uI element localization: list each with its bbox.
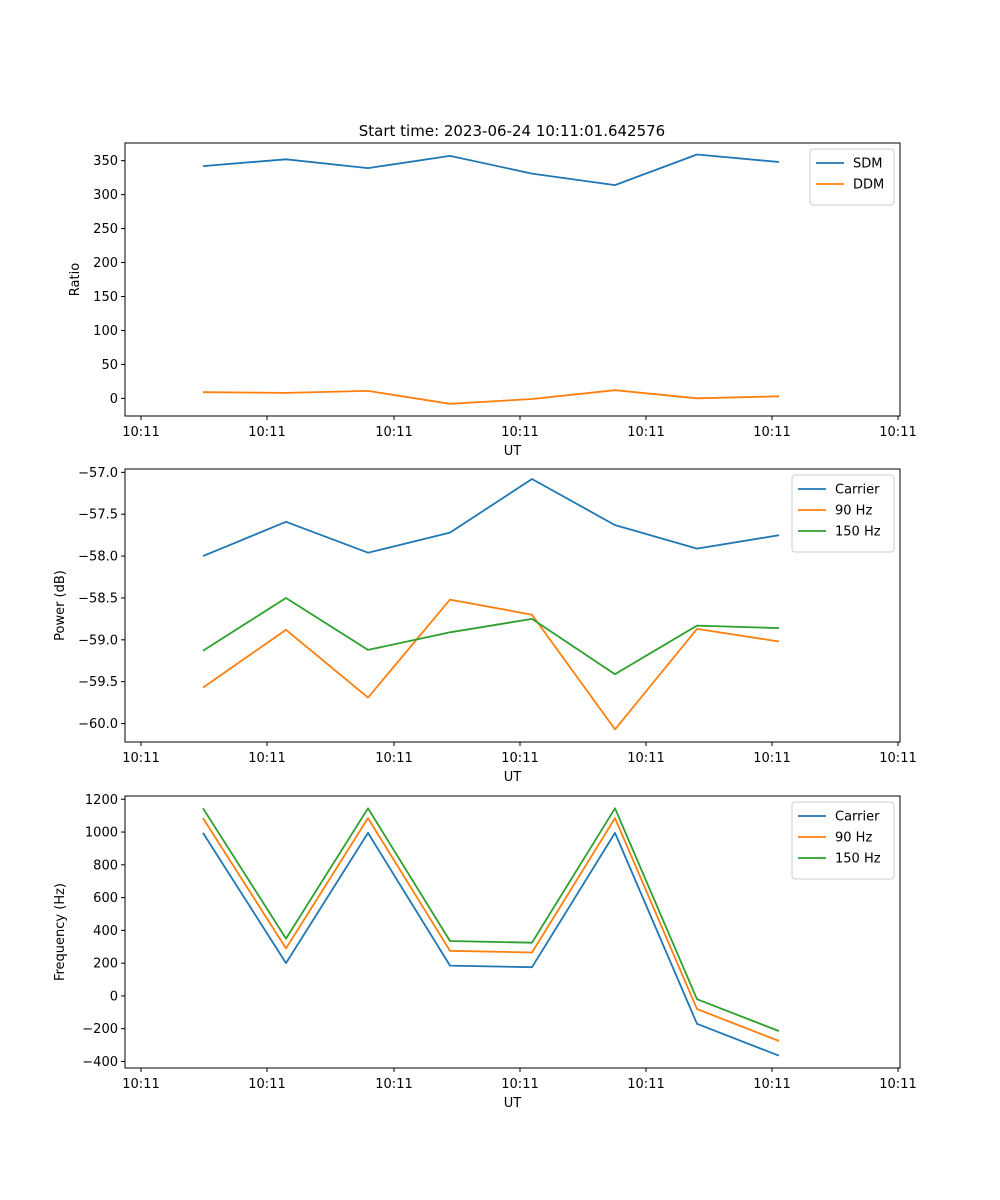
power-x-tick-label: 10:11 [753, 751, 790, 766]
power-x-tick-label: 10:11 [879, 751, 916, 766]
power-y-tick-label: −60.0 [78, 717, 118, 732]
power-legend-frame [791, 474, 895, 553]
frequency-x-tick-label: 10:11 [375, 1077, 412, 1092]
ratio-x-tick-label: 10:11 [753, 425, 790, 440]
power-x-axis-label: UT [504, 770, 522, 785]
frequency-panel: 10:11 10:11 10:11 10:11 10:11 10:11 10:11 −400 −… [53, 793, 917, 1111]
ratio-x-tick-label: 10:11 [627, 425, 664, 440]
power-x-tick-label: 10:11 [375, 751, 412, 766]
frequency-legend-label: 90 Hz [835, 831, 872, 846]
ratio-legend: SDM DDM [809, 148, 895, 206]
frequency-x-tick-label: 10:11 [248, 1077, 285, 1092]
power-x-tick-label: 10:11 [627, 751, 664, 766]
frequency-y-tick-label: 1200 [85, 793, 118, 808]
ratio-y-tick-label: 200 [93, 256, 118, 271]
ratio-axes-frame [124, 142, 901, 417]
power-y-axis-label: Power (dB) [53, 570, 68, 641]
ratio-y-tick-label: 150 [93, 290, 118, 305]
power-series-line-3 [202, 597, 780, 676]
frequency-y-axis-label: Frequency (Hz) [53, 883, 68, 981]
power-x-tick-label: 10:11 [122, 751, 159, 766]
ratio-series-line-2 [202, 389, 780, 405]
frequency-x-axis-label: UT [504, 1096, 522, 1111]
frequency-x-tick-label: 10:11 [122, 1077, 159, 1092]
power-legend-label: 90 Hz [835, 504, 872, 519]
ratio-x-axis-label: UT [504, 444, 522, 459]
ratio-x-tick-label: 10:11 [879, 425, 916, 440]
ratio-y-tick-label: 0 [110, 392, 118, 407]
frequency-series-line-1 [202, 832, 780, 1057]
frequency-axes-frame [124, 795, 901, 1069]
ratio-y-tick-label: 250 [93, 222, 118, 237]
frequency-legend-label: Carrier [835, 810, 880, 825]
ratio-x-tick-label: 10:11 [375, 425, 412, 440]
frequency-y-tick-label: 0 [110, 989, 118, 1004]
ratio-series-line-1 [202, 153, 780, 187]
frequency-x-tick-label: 10:11 [753, 1077, 790, 1092]
frequency-x-tick-label: 10:11 [879, 1077, 916, 1092]
ratio-y-axis-label: Ratio [68, 263, 83, 296]
power-x-tick-label: 10:11 [248, 751, 285, 766]
power-legend-label: Carrier [835, 483, 880, 498]
frequency-y-tick-label: 800 [93, 858, 118, 873]
power-y-tick-label: −57.5 [78, 508, 118, 523]
ratio-x-tick-label: 10:11 [501, 425, 538, 440]
frequency-y-tick-label: 600 [93, 891, 118, 906]
power-y-tick-label: −58.0 [78, 550, 118, 565]
frequency-x-tick-label: 10:11 [501, 1077, 538, 1092]
ratio-y-tick-label: 300 [93, 188, 118, 203]
power-y-tick-label: −59.5 [78, 675, 118, 690]
frequency-x-tick-label: 10:11 [627, 1077, 664, 1092]
frequency-series-line-2 [202, 817, 780, 1042]
power-y-tick-label: −57.0 [78, 466, 118, 481]
power-y-tick-label: −58.5 [78, 591, 118, 606]
frequency-y-tick-label: 1000 [85, 826, 118, 841]
frequency-y-tick-label: −200 [82, 1022, 118, 1037]
ratio-legend-label: DDM [853, 178, 884, 193]
frequency-y-tick-label: 400 [93, 924, 118, 939]
ratio-y-tick-label: 100 [93, 324, 118, 339]
power-series-line-1 [202, 478, 780, 557]
power-axes-frame [124, 468, 901, 743]
power-legend: Carrier 90 Hz 150 Hz [791, 474, 895, 553]
frequency-y-tick-label: 200 [93, 957, 118, 972]
ratio-y-tick-label: 350 [93, 154, 118, 169]
ratio-x-tick-label: 10:11 [122, 425, 159, 440]
frequency-series-line-3 [202, 807, 780, 1032]
frequency-legend-frame [791, 801, 895, 880]
power-panel: 10:11 10:11 10:11 10:11 10:11 10:11 10:11 −60.0… [53, 466, 917, 785]
frequency-legend-label: 150 Hz [835, 852, 881, 867]
power-x-tick-label: 10:11 [501, 751, 538, 766]
figure-title: Start time: 2023-06-24 10:11:01.642576 [359, 122, 665, 140]
power-series-line-2 [202, 598, 780, 731]
ratio-panel: 10:11 10:11 10:11 10:11 10:11 10:11 10:11 0 50 10… [68, 142, 917, 459]
ratio-x-tick-label: 10:11 [248, 425, 285, 440]
power-legend-label: 150 Hz [835, 525, 881, 540]
frequency-legend: Carrier 90 Hz 150 Hz [791, 801, 895, 880]
frequency-y-tick-label: −400 [82, 1055, 118, 1070]
power-y-tick-label: −59.0 [78, 633, 118, 648]
ratio-y-tick-label: 50 [101, 358, 118, 373]
ratio-legend-label: SDM [853, 157, 882, 172]
